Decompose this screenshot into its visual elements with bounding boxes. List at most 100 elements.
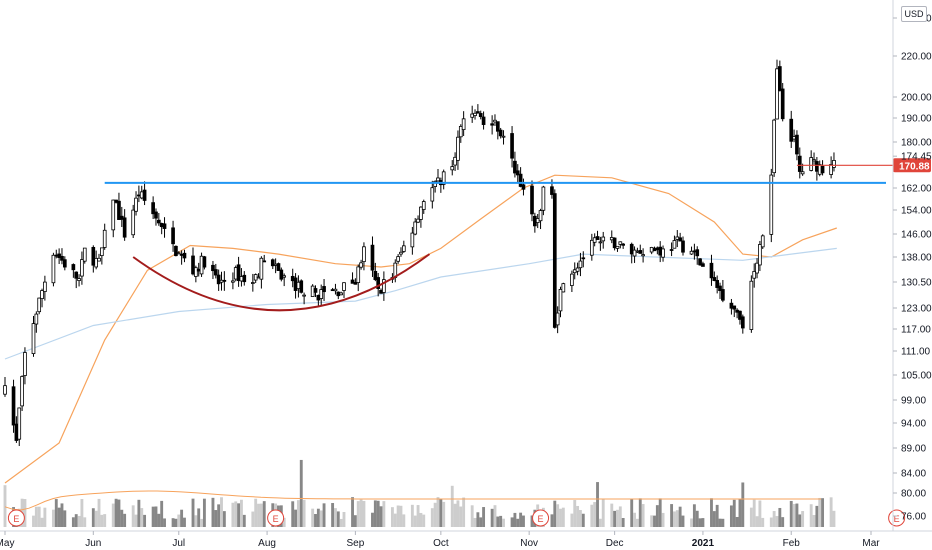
candle-body [800,171,805,175]
candle [62,256,67,271]
y-tick-label: 89.00 [901,444,926,455]
volume-bar [613,510,617,527]
candle [270,258,275,270]
candle [649,246,654,255]
volume-bar [334,508,337,527]
volume-bar [359,499,363,527]
earnings-event-marker[interactable] [267,509,285,527]
volume-bar [735,516,739,527]
y-tick-label: 130.50 [901,278,932,289]
volume-bar [576,505,580,527]
volume-bar [291,501,295,527]
volume-bar [410,504,414,527]
candle [219,271,224,291]
volume-bar [194,515,198,527]
candle-body [433,180,437,187]
candle [142,181,147,206]
candle-body [119,215,124,220]
candle-body [669,249,674,251]
volume-bar [755,516,759,527]
candle [792,129,796,143]
candle-body [290,275,295,282]
candle-body [20,376,24,407]
candle-body [250,282,255,284]
candle [589,233,594,261]
candle-body [535,218,540,224]
candle-body [470,113,475,118]
volume-bar [240,499,243,527]
candle-body [829,164,833,175]
candle [174,245,178,257]
candle-body [353,281,358,285]
volume-bar [362,500,366,527]
candle [151,196,155,219]
candle [515,164,520,183]
candle-body [615,245,620,249]
candle [430,180,435,209]
y-tick-label: 180.00 [901,138,932,149]
volume-bar [775,516,779,527]
candle-body [71,264,76,271]
currency-label[interactable]: USD [901,6,927,22]
candle [399,247,403,257]
earnings-event-marker[interactable] [7,509,25,527]
candle-body [233,267,238,280]
candle [82,247,87,264]
candle-body [817,164,822,175]
volume-bar [342,511,346,527]
candle-body [339,292,343,296]
candle-body [359,262,363,268]
volume-bar [402,514,406,527]
candle-body [350,279,355,284]
x-tick-label: 2021 [692,538,715,549]
volume-bar [51,509,55,527]
volume-bar [376,500,380,527]
candle-body [780,88,785,120]
volume-bar [200,518,203,527]
volume-bar [111,503,115,527]
volume-bar [732,499,736,527]
volume-bar [778,507,782,527]
y-tick-label: 220.00 [901,52,932,63]
candle-body [94,258,98,268]
candle-body [31,323,36,355]
candle-body [561,283,566,293]
candle-body [533,215,537,227]
volume-bar [712,511,716,527]
candle-body [769,174,774,235]
candle [513,151,517,178]
volume-bar [513,512,517,527]
volume-bar [655,505,659,527]
candle-body [476,111,480,114]
candle-body [199,255,204,275]
volume-bar [621,518,625,527]
candle [122,209,127,241]
candle [14,416,19,443]
candle [490,115,494,135]
candle [242,271,247,286]
candle-body [495,121,500,132]
volume-bar [32,515,35,527]
candle [829,156,833,179]
candle [721,279,725,303]
volume-bar [191,498,195,527]
candle-body [11,386,16,426]
volume-bar [741,482,745,527]
candle-body [139,191,144,199]
earnings-event-marker[interactable] [532,509,550,527]
candle-body [102,229,107,248]
candle [194,265,198,283]
volume-bar [416,505,420,527]
candle [356,264,361,292]
candle [231,272,235,290]
y-tick-label: 174.45 [901,152,932,163]
candle [34,311,39,333]
volume-bar [322,503,326,527]
candle-body [159,223,164,228]
candle-body [262,260,267,263]
volume-bar [673,511,676,527]
volume-bar [37,506,41,527]
candle [342,282,346,298]
candle-body [481,116,486,125]
